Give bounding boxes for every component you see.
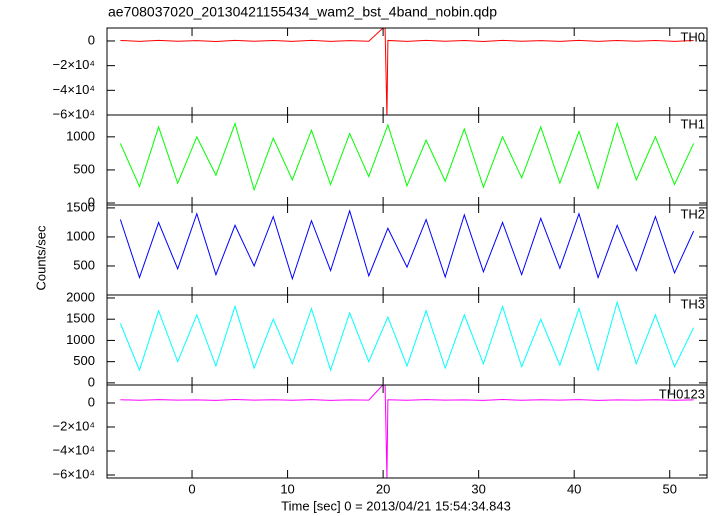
- plot-area: [120, 385, 694, 478]
- y-tick-label: 2000: [66, 289, 95, 304]
- plot-area: [120, 28, 694, 115]
- data-line: [119, 209, 695, 281]
- y-tick-label: 500: [73, 353, 95, 368]
- x-tick-label: 30: [471, 481, 485, 496]
- data-line: [119, 121, 695, 192]
- panel-frame: [106, 294, 708, 386]
- plot-area: [119, 121, 695, 192]
- x-tick-label: 50: [663, 481, 677, 496]
- y-tick-label: −4×10⁴: [53, 82, 95, 97]
- data-line: [119, 300, 695, 372]
- x-tick-label: 20: [376, 481, 390, 496]
- data-line: [120, 385, 694, 478]
- y-tick-label: 1000: [66, 332, 95, 347]
- y-tick-label: −6×10⁴: [53, 466, 95, 481]
- y-tick-label: 1000: [66, 228, 95, 243]
- y-tick-label: 1000: [66, 128, 95, 143]
- panel-label: TH1: [680, 116, 705, 131]
- panel-frame: [106, 204, 708, 296]
- x-tick-label: 10: [280, 481, 294, 496]
- y-tick-label: −4×10⁴: [53, 442, 95, 457]
- y-tick-label: 0: [88, 32, 95, 47]
- panel-frame: [106, 114, 708, 206]
- y-axis-label: Counts/sec: [33, 225, 48, 291]
- data-line: [120, 28, 694, 115]
- chart-title: ae708037020_20130421155434_wam2_bst_4ban…: [108, 4, 497, 20]
- panel-label: TH0: [680, 29, 705, 44]
- y-tick-label: 500: [73, 257, 95, 272]
- plot-area: [119, 209, 695, 281]
- plot-area: [119, 300, 695, 372]
- y-tick-label: −6×10⁴: [53, 106, 95, 121]
- y-tick-label: 500: [73, 161, 95, 176]
- y-tick-label: 0: [88, 194, 95, 209]
- y-tick-label: −2×10⁴: [53, 418, 95, 433]
- y-tick-label: 1500: [66, 199, 95, 214]
- y-tick-label: −2×10⁴: [53, 57, 95, 72]
- y-tick-label: 0: [88, 394, 95, 409]
- panel-label: TH3: [680, 296, 705, 311]
- x-axis-label: Time [sec] 0 = 2013/04/21 15:54:34.843: [281, 498, 511, 513]
- y-tick-label: 1500: [66, 311, 95, 326]
- panel-frame: [106, 384, 708, 479]
- y-tick-label: 0: [88, 374, 95, 389]
- panel-label: TH2: [680, 206, 705, 221]
- x-tick-label: 40: [567, 481, 581, 496]
- panel-label: TH0123: [659, 386, 705, 401]
- x-tick-label: 0: [188, 481, 195, 496]
